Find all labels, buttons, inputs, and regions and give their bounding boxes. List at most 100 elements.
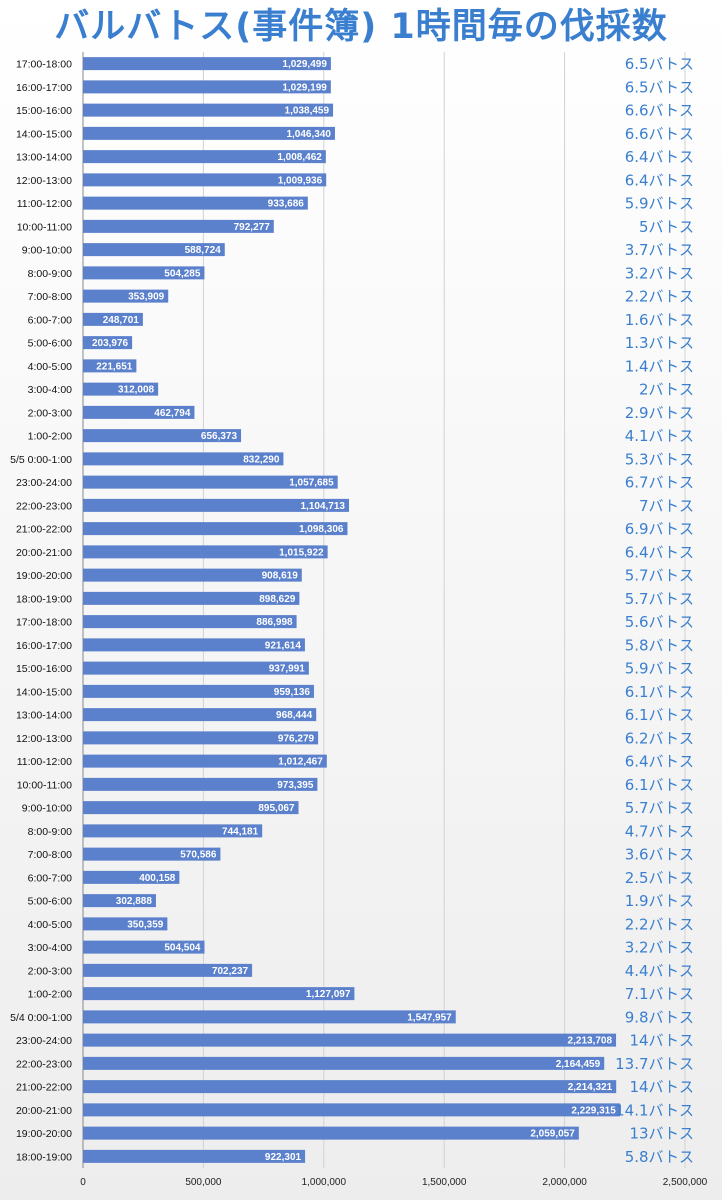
- bar: [83, 196, 308, 210]
- batos-label: 6.4バトス: [625, 543, 694, 561]
- labels: 0 500,000 1,000,000 1,500,000 2,000,000 2,500…: [10, 55, 708, 1188]
- bar: [83, 57, 331, 71]
- batos-label: 1.3バトス: [625, 334, 694, 352]
- category-label: 3:00-4:00: [28, 384, 73, 396]
- category-label: 5:00-6:00: [28, 338, 73, 350]
- category-label: 21:00-22:00: [16, 1082, 72, 1094]
- batos-label: 4.1バトス: [625, 427, 694, 445]
- batos-label: 6.9バトス: [625, 520, 694, 538]
- batos-label: 4.4バトス: [625, 962, 694, 980]
- bar: [83, 870, 180, 884]
- value-label: 2,229,315: [571, 1105, 616, 1116]
- batos-label: 13.7バトス: [615, 1055, 694, 1073]
- bar: [83, 312, 143, 326]
- category-label: 6:00-7:00: [28, 314, 73, 326]
- category-label: 14:00-15:00: [16, 686, 72, 698]
- bar: [83, 591, 300, 605]
- category-label: 12:00-13:00: [16, 733, 72, 745]
- batos-label: 3.2バトス: [625, 939, 694, 957]
- value-label: 1,127,097: [306, 989, 351, 1000]
- value-label: 1,012,467: [278, 757, 323, 768]
- bar: [83, 661, 309, 675]
- category-label: 3:00-4:00: [28, 942, 73, 954]
- category-label: 14:00-15:00: [16, 128, 72, 140]
- batos-label: 5.9バトス: [625, 660, 694, 678]
- batos-label: 1.4バトス: [625, 357, 694, 375]
- category-label: 8:00-9:00: [28, 268, 73, 280]
- bar: [83, 243, 225, 257]
- bar: [83, 103, 334, 117]
- bar: [83, 1080, 617, 1094]
- batos-label: 5.7バトス: [625, 590, 694, 608]
- value-label: 1,009,936: [278, 175, 323, 186]
- batos-label: 6.1バトス: [625, 776, 694, 794]
- value-label: 221,651: [96, 361, 133, 372]
- value-label: 2,164,459: [556, 1059, 601, 1070]
- batos-label: 2.5バトス: [625, 869, 694, 887]
- batos-label: 6.5バトス: [625, 78, 694, 96]
- batos-label: 3.2バトス: [625, 264, 694, 282]
- batos-label: 6.4バトス: [625, 148, 694, 166]
- value-label: 350,359: [127, 919, 164, 930]
- category-label: 9:00-10:00: [22, 245, 72, 257]
- value-label: 504,504: [164, 943, 201, 954]
- batos-label: 7.1バトス: [625, 985, 694, 1003]
- category-label: 22:00-23:00: [16, 500, 72, 512]
- bar: [83, 731, 319, 745]
- batos-label: 14バトス: [629, 1032, 694, 1050]
- x-tick-label: 2,500,000: [663, 1177, 708, 1188]
- value-label: 570,586: [180, 850, 217, 861]
- batos-label: 13バトス: [629, 1125, 694, 1143]
- category-label: 23:00-24:00: [16, 1035, 72, 1047]
- value-label: 1,098,306: [299, 524, 344, 535]
- batos-label: 6.6バトス: [625, 102, 694, 120]
- category-label: 11:00-12:00: [17, 756, 72, 768]
- batos-label: 2.2バトス: [625, 288, 694, 306]
- bar: [83, 615, 297, 629]
- bar: [83, 336, 133, 350]
- category-label: 23:00-24:00: [16, 477, 72, 489]
- bar: [83, 150, 326, 164]
- batos-label: 6.2バトス: [625, 729, 694, 747]
- batos-label: 6.1バトス: [625, 683, 694, 701]
- bar: [83, 1033, 617, 1047]
- batos-label: 5.8バトス: [625, 1148, 694, 1166]
- bar: [83, 498, 350, 512]
- bars: [83, 57, 620, 1163]
- bar: [83, 382, 159, 396]
- bar: [83, 917, 168, 931]
- value-label: 702,237: [212, 966, 249, 977]
- bar: [83, 708, 317, 722]
- batos-label: 14.1バトス: [615, 1101, 694, 1119]
- category-label: 18:00-19:00: [16, 593, 72, 605]
- value-label: 656,373: [201, 431, 238, 442]
- bar: [83, 847, 221, 861]
- category-label: 7:00-8:00: [28, 291, 73, 303]
- bar: [83, 522, 348, 536]
- bar: [83, 987, 355, 1001]
- value-label: 2,059,057: [530, 1129, 575, 1140]
- value-label: 1,046,340: [286, 129, 331, 140]
- category-label: 6:00-7:00: [28, 872, 73, 884]
- category-label: 5/5 0:00-1:00: [10, 454, 72, 466]
- batos-label: 5.8バトス: [625, 636, 694, 654]
- value-label: 968,444: [276, 710, 313, 721]
- category-label: 21:00-22:00: [16, 524, 72, 536]
- value-label: 1,029,199: [282, 82, 327, 93]
- bar: [83, 405, 195, 419]
- value-label: 895,067: [258, 803, 295, 814]
- value-label: 1,057,685: [289, 478, 334, 489]
- batos-label: 7バトス: [639, 497, 694, 515]
- value-label: 400,158: [139, 873, 176, 884]
- bar: [83, 894, 156, 908]
- category-label: 16:00-17:00: [16, 640, 72, 652]
- x-tick-label: 1,500,000: [422, 1177, 467, 1188]
- chart-title: バルバトス(事件簿) 1時間毎の伐採数: [54, 7, 668, 47]
- category-label: 5:00-6:00: [28, 896, 73, 908]
- bar: [83, 219, 274, 233]
- value-label: 937,991: [269, 664, 306, 675]
- bar: [83, 452, 284, 466]
- batos-label: 4.7バトス: [625, 822, 694, 840]
- category-label: 11:00-12:00: [17, 198, 72, 210]
